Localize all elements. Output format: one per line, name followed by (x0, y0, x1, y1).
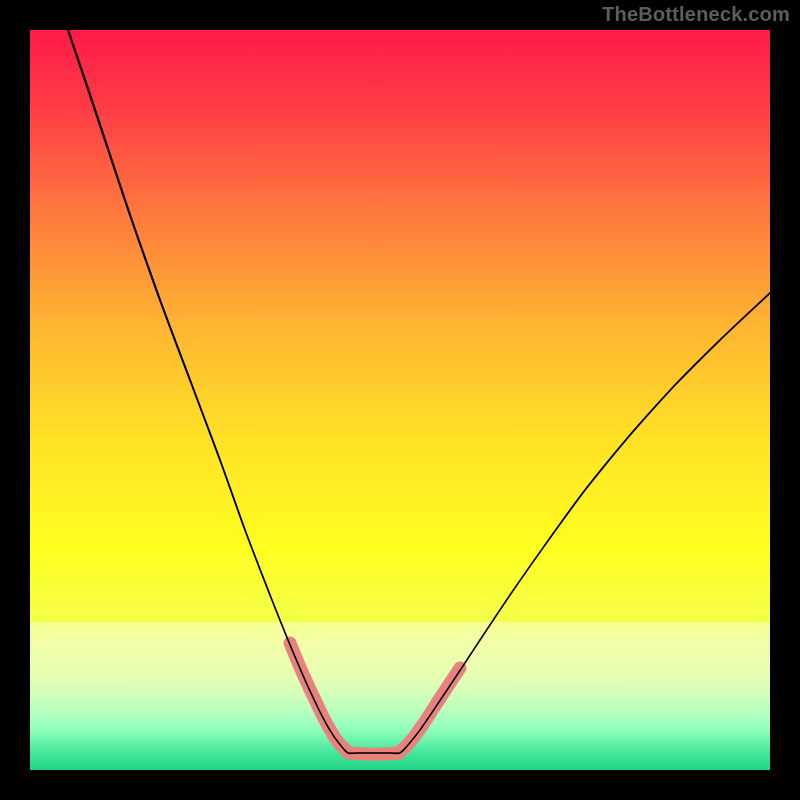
gradient-background (30, 30, 770, 770)
chart-canvas: TheBottleneck.com (0, 0, 800, 800)
plot-area (30, 30, 770, 770)
watermark-text: TheBottleneck.com (602, 4, 790, 27)
gradient-rect-bands (30, 622, 770, 770)
